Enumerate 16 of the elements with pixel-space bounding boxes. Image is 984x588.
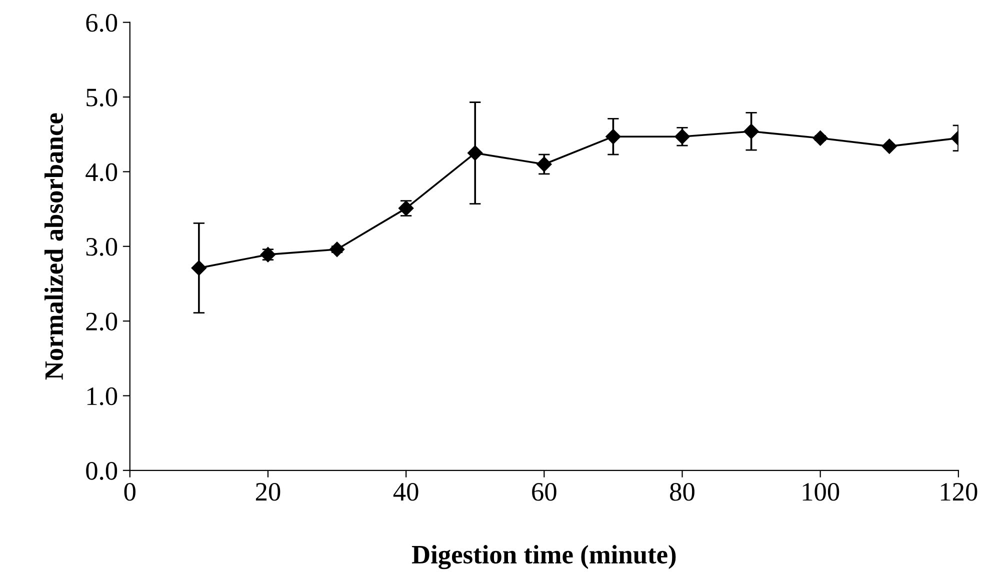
y-tick-label: 4.0: [86, 163, 118, 182]
y-tick-label: 6.0: [86, 14, 118, 32]
y-tick-label: 2.0: [86, 312, 118, 331]
x-tick-label: 40: [393, 482, 418, 501]
x-tick-label: 80: [670, 482, 694, 501]
x-tick-label: 0: [124, 482, 136, 501]
y-tick-label: 3.0: [86, 238, 118, 256]
x-tick-label: 60: [532, 482, 556, 501]
y-tick-label: 5.0: [86, 88, 118, 107]
y-tick-label: 0.0: [86, 462, 118, 480]
x-tick-label: 120: [940, 482, 978, 501]
y-tick-label: 1.0: [87, 387, 118, 406]
x-axis-title: Digestion time (minute): [412, 545, 676, 570]
x-tick-label: 20: [256, 482, 280, 501]
y-axis-title: Normalized absorbance: [44, 113, 64, 380]
x-tick-label: 100: [802, 482, 840, 501]
